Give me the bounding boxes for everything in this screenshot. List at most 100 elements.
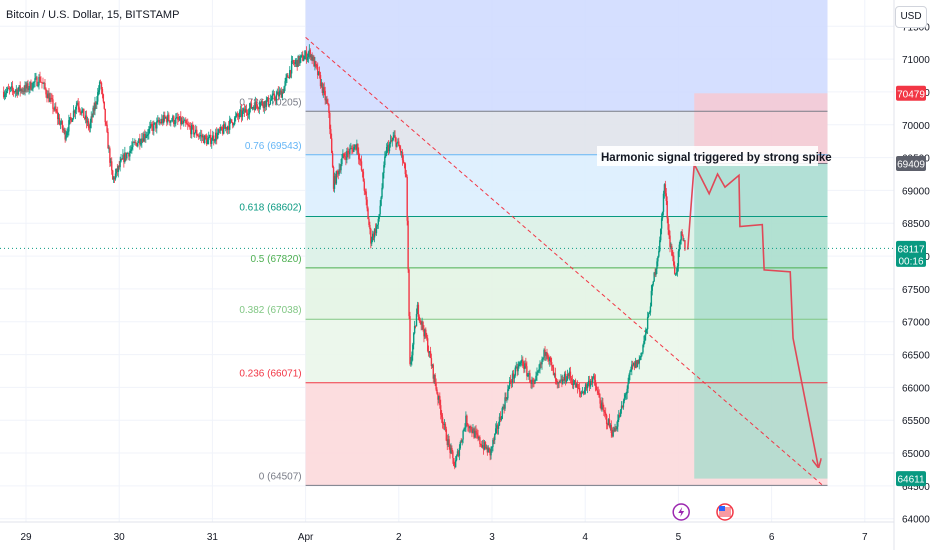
candle-body: [134, 142, 136, 144]
candle-body: [143, 134, 145, 142]
candle-body: [125, 152, 127, 159]
candle-body: [617, 419, 619, 427]
candle-body: [151, 124, 153, 126]
price-label-text: 64611: [897, 475, 925, 486]
candle-body: [614, 428, 616, 432]
time-tick-label: 2: [396, 532, 402, 543]
candle-body: [399, 148, 402, 153]
candle-body: [402, 160, 405, 163]
candle-body: [3, 94, 6, 98]
candle-body: [204, 135, 206, 144]
candle-body: [440, 405, 442, 415]
candle-body: [500, 418, 503, 420]
candle-body: [504, 397, 506, 409]
candle-body: [57, 117, 60, 120]
candle-body: [90, 116, 92, 123]
candle-body: [535, 375, 537, 380]
candle-body: [35, 77, 37, 79]
candle-body: [655, 268, 657, 275]
candle-body: [562, 379, 564, 384]
time-tick-label: 4: [582, 532, 588, 543]
candle-body: [92, 107, 94, 118]
candle-body: [302, 54, 304, 61]
candle-body: [22, 90, 24, 92]
candle-body: [10, 86, 13, 88]
candle-body: [352, 148, 354, 152]
candle-body: [269, 100, 272, 105]
candle-body: [146, 134, 148, 137]
candle-body: [592, 376, 595, 378]
candle-body: [144, 134, 146, 139]
price-tick-label: 67500: [902, 285, 930, 296]
candle-body: [509, 380, 512, 382]
candle-body: [56, 111, 58, 113]
candle-body: [128, 153, 130, 157]
candle-body: [583, 389, 586, 394]
candle-body: [570, 378, 573, 381]
candle-body: [636, 360, 639, 368]
candle-body: [424, 329, 426, 337]
time-tick-label: 3: [489, 532, 495, 543]
candle-body: [502, 406, 504, 409]
candle-body: [460, 441, 462, 443]
candle-body: [185, 120, 187, 124]
candle-body: [230, 119, 232, 121]
candle-body: [426, 338, 429, 351]
candle-body: [116, 168, 119, 172]
candle-body: [59, 123, 62, 125]
annotation-box[interactable]: Harmonic signal triggered by strong spik…: [597, 146, 832, 166]
candle-body: [217, 132, 219, 139]
candle-body: [575, 384, 578, 388]
candle-body: [549, 357, 551, 361]
candle-body: [514, 367, 516, 376]
candle-body: [256, 105, 259, 109]
candle-body: [139, 138, 141, 145]
time-axis[interactable]: 29 30 31 Apr 2 3 4 5 6 7: [20, 532, 868, 543]
candle-body: [585, 384, 588, 389]
candle-body: [497, 425, 500, 429]
candle-body: [513, 375, 516, 379]
candle-body: [68, 120, 70, 132]
candle-body: [446, 440, 448, 446]
symbol-title[interactable]: Bitcoin / U.S. Dollar, 15, BITSTAMP: [6, 9, 180, 21]
candle-body: [234, 117, 236, 125]
candle-body: [395, 137, 397, 147]
candle-body: [406, 176, 408, 221]
candle-body: [545, 352, 547, 356]
candle-body: [526, 366, 528, 377]
candle-body: [82, 108, 84, 111]
candle-body: [608, 419, 611, 427]
candle-body: [565, 380, 568, 382]
candle-body: [215, 132, 217, 141]
currency-button[interactable]: USD: [895, 6, 927, 28]
candle-body: [37, 85, 39, 87]
candle-body: [55, 106, 57, 112]
candle-body: [39, 76, 41, 82]
candle-body: [184, 120, 186, 122]
candle-body: [684, 240, 686, 250]
candle-body: [241, 111, 244, 117]
candle-body: [588, 380, 591, 387]
candle-body: [323, 87, 325, 91]
candle-body: [84, 117, 86, 119]
candle-body: [523, 366, 525, 369]
trend-line[interactable]: [305, 37, 824, 486]
projection-path[interactable]: [686, 161, 818, 466]
candle-body: [109, 148, 111, 163]
candle-body: [481, 445, 483, 448]
candle-body: [20, 89, 22, 92]
price-label: 69409: [896, 156, 926, 172]
candle-body: [386, 145, 389, 148]
time-tick-label: Apr: [298, 532, 314, 543]
candle-body: [453, 458, 455, 466]
candle-body: [554, 373, 557, 379]
candle-body: [313, 56, 315, 67]
candle-body: [136, 143, 138, 147]
candle-body: [461, 439, 463, 443]
candle-body: [299, 57, 301, 64]
candle-body: [255, 101, 258, 106]
candle-body: [169, 120, 171, 123]
candle-body: [21, 89, 23, 92]
candle-body: [160, 122, 162, 123]
